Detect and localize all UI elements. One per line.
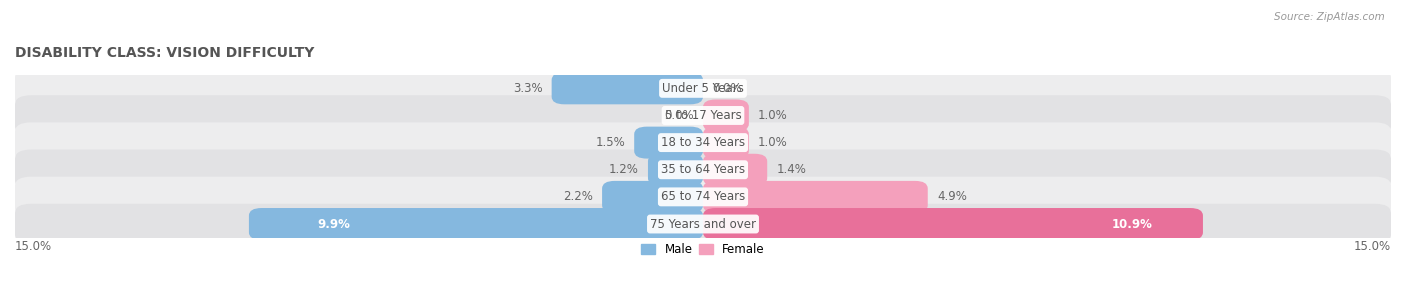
Text: 5 to 17 Years: 5 to 17 Years xyxy=(665,109,741,122)
FancyBboxPatch shape xyxy=(15,68,1391,109)
FancyBboxPatch shape xyxy=(15,95,1391,136)
Text: Source: ZipAtlas.com: Source: ZipAtlas.com xyxy=(1274,12,1385,22)
FancyBboxPatch shape xyxy=(249,208,703,240)
FancyBboxPatch shape xyxy=(703,208,1204,240)
FancyBboxPatch shape xyxy=(703,99,749,131)
FancyBboxPatch shape xyxy=(15,177,1391,217)
Text: 18 to 34 Years: 18 to 34 Years xyxy=(661,136,745,149)
Legend: Male, Female: Male, Female xyxy=(637,239,769,261)
Text: 9.9%: 9.9% xyxy=(316,217,350,230)
FancyBboxPatch shape xyxy=(15,150,1391,190)
FancyBboxPatch shape xyxy=(648,154,703,186)
Text: 1.4%: 1.4% xyxy=(776,163,806,176)
Text: Under 5 Years: Under 5 Years xyxy=(662,82,744,95)
FancyBboxPatch shape xyxy=(15,123,1391,163)
Text: DISABILITY CLASS: VISION DIFFICULTY: DISABILITY CLASS: VISION DIFFICULTY xyxy=(15,46,315,60)
Text: 2.2%: 2.2% xyxy=(562,190,593,203)
Text: 0.0%: 0.0% xyxy=(713,82,742,95)
FancyBboxPatch shape xyxy=(703,127,749,159)
Text: 35 to 64 Years: 35 to 64 Years xyxy=(661,163,745,176)
Text: 1.5%: 1.5% xyxy=(595,136,626,149)
Text: 1.0%: 1.0% xyxy=(758,109,787,122)
Text: 75 Years and over: 75 Years and over xyxy=(650,217,756,230)
Text: 1.0%: 1.0% xyxy=(758,136,787,149)
Text: 3.3%: 3.3% xyxy=(513,82,543,95)
Text: 4.9%: 4.9% xyxy=(936,190,967,203)
FancyBboxPatch shape xyxy=(703,181,928,213)
Text: 65 to 74 Years: 65 to 74 Years xyxy=(661,190,745,203)
Text: 15.0%: 15.0% xyxy=(15,240,52,253)
FancyBboxPatch shape xyxy=(551,72,703,104)
FancyBboxPatch shape xyxy=(703,154,768,186)
Text: 1.2%: 1.2% xyxy=(609,163,638,176)
Text: 0.0%: 0.0% xyxy=(664,109,693,122)
FancyBboxPatch shape xyxy=(602,181,703,213)
FancyBboxPatch shape xyxy=(15,204,1391,244)
FancyBboxPatch shape xyxy=(634,127,703,159)
Text: 10.9%: 10.9% xyxy=(1112,217,1153,230)
Text: 15.0%: 15.0% xyxy=(1354,240,1391,253)
